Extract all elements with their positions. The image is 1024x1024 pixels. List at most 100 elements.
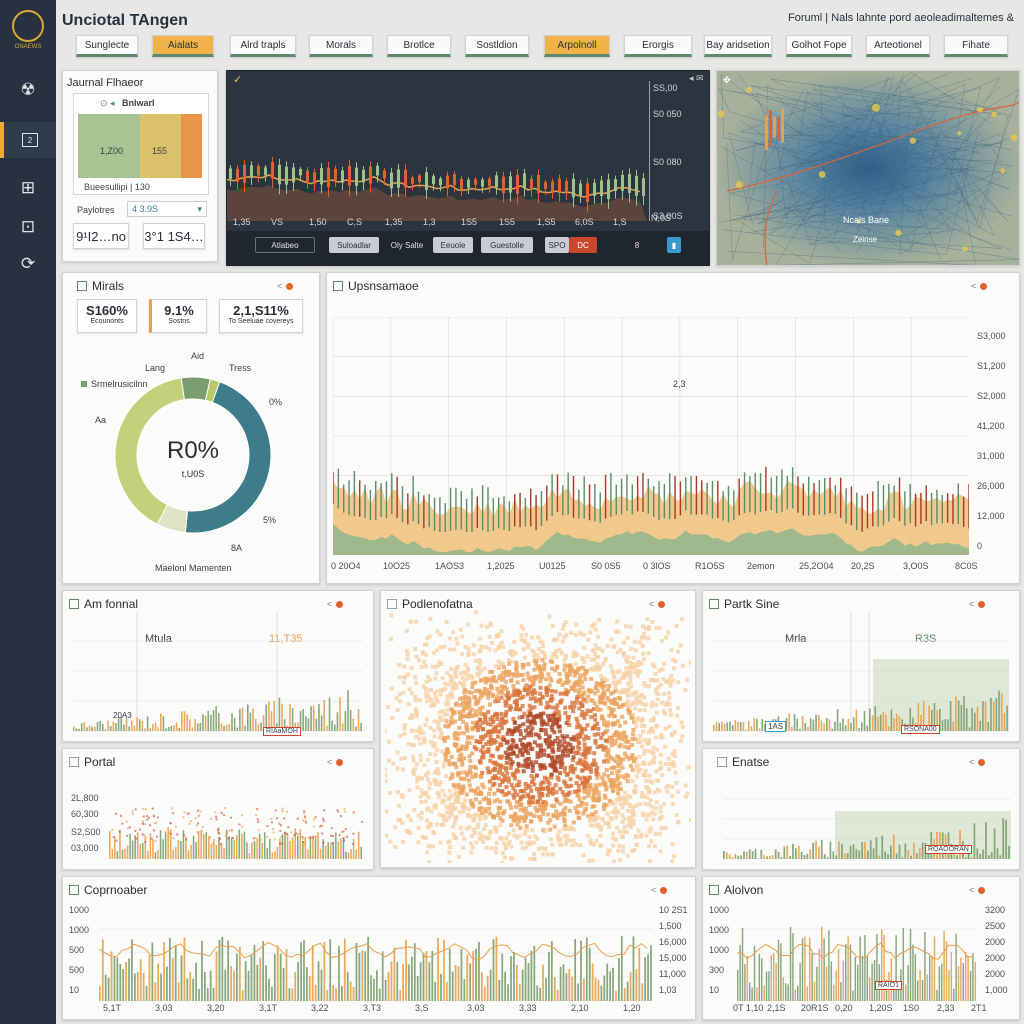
scatter-point	[567, 722, 572, 727]
payments-input[interactable]: 4 3.9S ▾	[127, 201, 207, 217]
bar	[804, 723, 807, 731]
checkbox-icon[interactable]	[333, 281, 343, 291]
bar	[847, 718, 850, 731]
scatter-point	[523, 748, 528, 753]
checkbox-icon[interactable]	[77, 281, 87, 291]
noise-dot	[164, 831, 167, 834]
tab-morals[interactable]: Morals	[309, 35, 373, 57]
commander-ytick: 500	[69, 945, 85, 955]
checkbox-icon[interactable]	[69, 599, 79, 609]
scatter-point	[604, 678, 609, 683]
donut-chart	[114, 376, 272, 534]
scatter-point	[667, 767, 672, 772]
tab-bay-aridsetion[interactable]: Bay aridsetion	[704, 35, 772, 57]
scatter-point	[546, 812, 551, 817]
tab-arteotionel[interactable]: Arteotionel	[866, 35, 930, 57]
scatter-point	[520, 665, 525, 670]
noise-dot	[240, 825, 243, 828]
tab-arpolnoll[interactable]: Arpolnoll	[544, 35, 610, 57]
chart-icon[interactable]: ⊞	[20, 178, 36, 197]
refresh-icon[interactable]: ⟳	[20, 254, 36, 273]
checkbox-icon[interactable]	[69, 885, 79, 895]
scatter-point	[637, 699, 642, 704]
candle-control-button[interactable]: SPO	[545, 237, 569, 253]
bar	[979, 853, 982, 859]
scatter-point	[436, 720, 441, 725]
share-icon[interactable]: <	[971, 281, 988, 291]
tab-aialats[interactable]: Aialats	[152, 35, 214, 57]
scatter-point	[478, 724, 483, 729]
scatter-point	[602, 719, 607, 724]
share-icon[interactable]: <	[651, 885, 668, 895]
scatter-point	[446, 724, 451, 729]
scatter-point	[616, 764, 621, 769]
checkbox-icon[interactable]	[709, 599, 719, 609]
scatter-point	[428, 697, 433, 702]
info-icon[interactable]: ▮	[667, 237, 681, 253]
share-icon[interactable]: ◂ ✉	[689, 73, 704, 83]
candle-control-button[interactable]: Suloadlar	[329, 237, 379, 253]
checkbox-icon[interactable]	[717, 757, 727, 767]
scatter-point	[548, 827, 553, 832]
tab-sunglecte[interactable]: Sunglecte	[76, 35, 138, 57]
bar	[215, 706, 217, 731]
bar	[947, 719, 949, 731]
candle-control-button[interactable]: Guestolle	[481, 237, 533, 253]
am-label: Mtula	[145, 633, 172, 645]
share-icon[interactable]: <	[969, 885, 986, 895]
candle-control-button[interactable]: Eeuole	[433, 237, 473, 253]
scatter-point	[457, 710, 462, 715]
bar	[177, 982, 180, 1001]
checkbox-icon[interactable]	[709, 885, 719, 895]
bar	[80, 723, 83, 731]
scatter-point	[558, 761, 563, 766]
scatter-point	[521, 626, 526, 631]
bar	[990, 852, 993, 859]
bar	[331, 720, 333, 731]
share-icon[interactable]: <	[969, 599, 986, 609]
tab-fihate[interactable]: Fihate	[944, 35, 1008, 57]
scatter-point	[560, 639, 565, 644]
scatter-point	[545, 700, 550, 705]
tab-golhot-fope[interactable]: Golhot Fope	[786, 35, 852, 57]
globe-icon[interactable]: ☢	[20, 80, 36, 99]
scatter-point	[445, 694, 450, 699]
tab-sostldion[interactable]: Sostldion	[465, 35, 529, 57]
tab-brotlce[interactable]: Brotlce	[387, 35, 451, 57]
tab-alrd-trapls[interactable]: Alrd trapls	[230, 35, 296, 57]
scatter-point	[628, 660, 633, 665]
candle-control-button[interactable]: 8	[634, 240, 640, 250]
checkbox-icon[interactable]	[387, 599, 397, 609]
bar	[931, 956, 933, 1001]
candle-control-button[interactable]: Atlabeo	[255, 237, 315, 253]
share-icon[interactable]: <	[649, 599, 666, 609]
share-icon[interactable]: <	[969, 757, 986, 767]
noise-dot	[287, 826, 290, 829]
bar	[138, 719, 141, 731]
scatter-point	[559, 651, 564, 656]
scatter-point	[563, 680, 568, 685]
candle-ytick: SS,00	[653, 83, 678, 93]
scatter-point	[557, 829, 562, 834]
lock-icon[interactable]: ⊡	[20, 217, 36, 236]
scatter-point	[385, 779, 388, 784]
scatter-point	[671, 760, 676, 765]
share-icon[interactable]: <	[327, 599, 344, 609]
candle-control-button[interactable]: DC	[569, 237, 597, 253]
scatter-point	[629, 848, 634, 853]
tab-erorgis[interactable]: Erorgis	[624, 35, 692, 57]
bar	[160, 713, 162, 731]
scatter-point	[554, 790, 559, 795]
share-icon[interactable]: <	[327, 757, 344, 767]
scatter-point	[551, 705, 556, 710]
checkbox-icon[interactable]	[69, 757, 79, 767]
scatter-point	[487, 806, 492, 811]
map-marker	[871, 103, 880, 112]
candle-control-button[interactable]: Oly Salte	[390, 240, 424, 250]
share-icon[interactable]: <	[277, 281, 294, 291]
noise-dot	[196, 822, 199, 825]
bar	[183, 937, 186, 1001]
map-pin-icon[interactable]: ✥	[723, 75, 731, 85]
scatter-point	[456, 795, 461, 800]
document-icon[interactable]: 2	[0, 122, 56, 158]
